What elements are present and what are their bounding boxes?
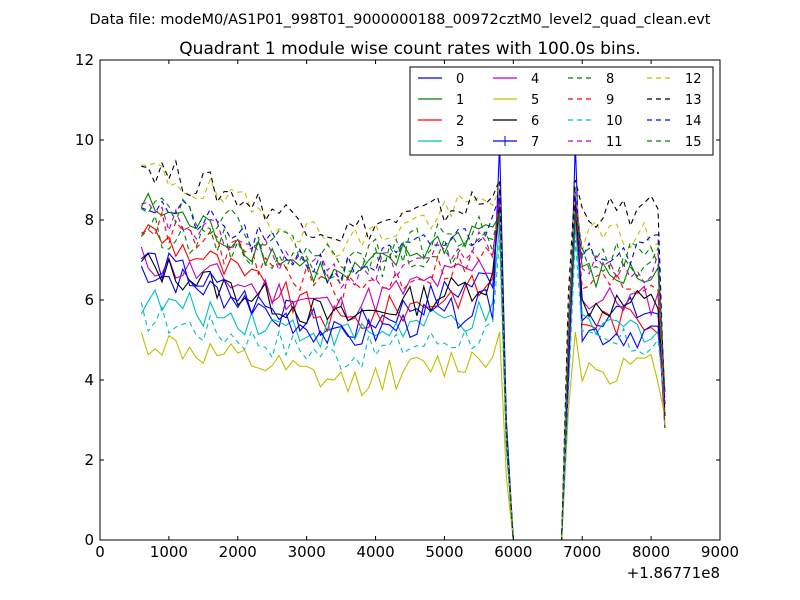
x-tick-label: 7000 <box>563 543 601 561</box>
legend-label-3: 3 <box>456 135 464 150</box>
x-offset-label: +1.86771e8 <box>627 564 720 582</box>
x-tick-label: 1000 <box>150 543 188 561</box>
series-line-7 <box>140 143 666 541</box>
legend-label-5: 5 <box>531 93 539 108</box>
y-tick-label: 12 <box>75 51 94 69</box>
chart-suptitle: Data file: modeM0/AS1P01_998T01_90000001… <box>90 12 711 28</box>
x-tick-label: 9000 <box>701 543 739 561</box>
x-tick-label: 5000 <box>425 543 463 561</box>
series-line-5 <box>140 331 666 541</box>
series-line-13 <box>141 159 666 541</box>
series-line-9 <box>141 195 666 541</box>
legend-label-7: 7 <box>531 135 539 150</box>
x-tick-label: 8000 <box>632 543 670 561</box>
x-tick-label: 3000 <box>288 543 326 561</box>
y-tick-label: 0 <box>84 531 94 549</box>
x-tick-label: 6000 <box>494 543 532 561</box>
axis-ticks: 0 1000 2000 3000 4000 5000 6000 7000 8000 9000 0 2 4… <box>75 51 739 561</box>
series-layer <box>140 139 666 541</box>
chart-title: Quadrant 1 module wise count rates with … <box>179 39 640 59</box>
series-line-8 <box>140 211 666 541</box>
legend-label-9: 9 <box>606 93 614 108</box>
y-tick-label: 10 <box>75 131 94 149</box>
legend-label-15: 15 <box>685 135 702 150</box>
series-line-0 <box>140 187 666 541</box>
x-tick-label: 4000 <box>356 543 394 561</box>
legend-marker-7 <box>500 136 510 146</box>
series-line-3 <box>140 223 666 541</box>
series-line-10 <box>140 239 666 541</box>
legend-label-11: 11 <box>606 135 623 150</box>
x-tick-label: 0 <box>95 543 105 561</box>
legend-label-12: 12 <box>685 72 702 87</box>
y-tick-label: 2 <box>84 451 94 469</box>
legend-label-4: 4 <box>531 72 539 87</box>
x-tick-label: 2000 <box>219 543 257 561</box>
legend-label-2: 2 <box>456 114 464 129</box>
legend-label-13: 13 <box>685 93 702 108</box>
y-tick-label: 4 <box>84 371 94 389</box>
legend-label-6: 6 <box>531 114 539 129</box>
legend-label-1: 1 <box>456 93 464 108</box>
legend-label-0: 0 <box>456 72 464 87</box>
series-line-14 <box>141 195 666 541</box>
y-tick-label: 8 <box>84 211 94 229</box>
series-line-15 <box>141 197 666 541</box>
series-line-6 <box>140 203 666 541</box>
y-tick-label: 6 <box>84 291 94 309</box>
legend-label-8: 8 <box>606 72 614 87</box>
legend-label-14: 14 <box>685 114 702 129</box>
legend-label-10: 10 <box>606 114 623 129</box>
series-line-12 <box>141 162 666 541</box>
legend-frame <box>409 66 714 156</box>
